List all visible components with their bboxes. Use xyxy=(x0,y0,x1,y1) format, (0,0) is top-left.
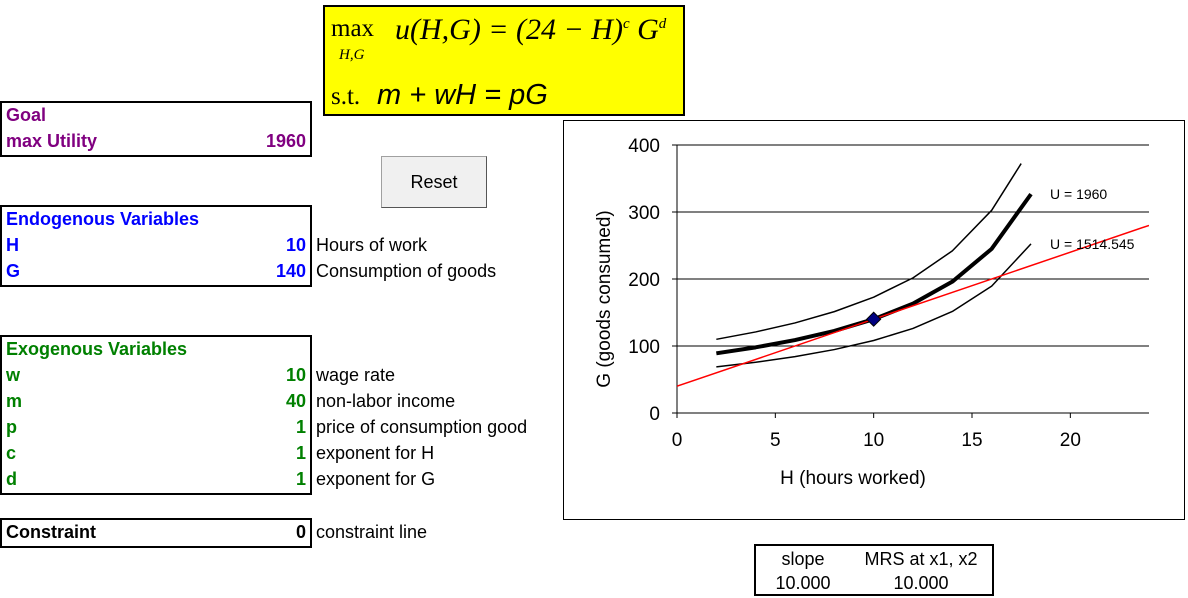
var-c-desc: exponent for H xyxy=(316,443,435,463)
series-line-1 xyxy=(716,243,1032,368)
var-w-desc: wage rate xyxy=(316,365,396,385)
x-tick-label-10: 10 xyxy=(863,430,884,451)
var-w-value[interactable]: 10 xyxy=(285,365,306,385)
x-tick-label-5: 5 xyxy=(770,430,781,451)
annotation-u-1514: U = 1514.545 xyxy=(1050,236,1135,252)
goal-box: Goal max Utility 1960 xyxy=(0,101,312,157)
chart-frame: 0 100 200 300 400 0 5 10 15 20 H (hours worked) G … xyxy=(563,120,1185,520)
constraint-box: Constraint 0 xyxy=(0,518,312,548)
var-H-value[interactable]: 10 xyxy=(285,235,306,255)
x-axis-label: H (hours worked) xyxy=(780,468,926,489)
exogenous-box: Exogenous Variables w 10 m 40 p 1 c 1 d … xyxy=(0,335,312,495)
optimum-marker xyxy=(865,311,882,327)
endogenous-header: Endogenous Variables xyxy=(6,209,200,229)
var-c-value[interactable]: 1 xyxy=(295,443,306,463)
y-tick-label-300: 300 xyxy=(628,203,660,224)
constraint-prefix: s.t. xyxy=(331,83,361,110)
y-tick-label-200: 200 xyxy=(628,270,660,291)
var-p-value[interactable]: 1 xyxy=(295,417,306,437)
objective-expression: u(H,G) = (24 − H)c Gd xyxy=(395,13,667,46)
mrs-value: 10.000 xyxy=(893,573,949,593)
constraint-expression: m + wH = pG xyxy=(377,79,548,111)
indifference-chart: 0 100 200 300 400 0 5 10 15 20 H (hours worked) G … xyxy=(594,136,1149,489)
objective-subscript: H,G xyxy=(339,47,365,63)
y-tick-label-400: 400 xyxy=(628,136,660,157)
x-tick-label-0: 0 xyxy=(672,430,683,451)
series-line-3 xyxy=(677,224,1149,387)
y-tick-label-0: 0 xyxy=(649,404,660,425)
var-G-value[interactable]: 140 xyxy=(275,261,306,281)
var-d-desc: exponent for G xyxy=(316,469,436,489)
var-H-name: H xyxy=(6,235,19,255)
constraint-desc: constraint line xyxy=(316,522,428,542)
var-m-value[interactable]: 40 xyxy=(285,391,306,411)
var-p-name: p xyxy=(6,417,17,437)
var-G-desc: Consumption of goods xyxy=(316,261,497,281)
y-tick-label-100: 100 xyxy=(628,337,660,358)
slope-value: 10.000 xyxy=(775,573,831,593)
goal-label: max Utility xyxy=(6,131,98,151)
var-c-name: c xyxy=(6,443,17,463)
var-d-value[interactable]: 1 xyxy=(295,469,306,489)
var-p-desc: price of consumption good xyxy=(316,417,528,437)
var-w-name: w xyxy=(6,365,21,385)
x-tick-label-15: 15 xyxy=(961,430,982,451)
var-m-desc: non-labor income xyxy=(316,391,456,411)
var-m-name: m xyxy=(6,391,23,411)
exogenous-header: Exogenous Variables xyxy=(6,339,188,359)
goal-value[interactable]: 1960 xyxy=(265,131,306,151)
var-G-name: G xyxy=(6,261,21,281)
annotation-u-1960: U = 1960 xyxy=(1050,186,1107,202)
objective-max: max xyxy=(331,15,375,42)
mrs-box: slope 10.000 MRS at x1, x2 10.000 xyxy=(754,544,994,596)
var-d-name: d xyxy=(6,469,17,489)
mrs-label: MRS at x1, x2 xyxy=(864,549,978,569)
reset-button[interactable]: Reset xyxy=(381,156,487,208)
series-line-2 xyxy=(716,163,1022,341)
constraint-value[interactable]: 0 xyxy=(295,522,306,542)
x-tick-label-20: 20 xyxy=(1060,430,1081,451)
endogenous-box: Endogenous Variables H 10 G 140 xyxy=(0,205,312,287)
goal-header: Goal xyxy=(6,105,47,125)
constraint-label: Constraint xyxy=(6,522,96,542)
var-H-desc: Hours of work xyxy=(316,235,428,255)
y-axis-label: G (goods consumed) xyxy=(594,210,615,387)
formula-box: max H,G u(H,G) = (24 − H)c Gd s.t. m + w… xyxy=(323,5,685,116)
slope-label: slope xyxy=(781,549,825,569)
